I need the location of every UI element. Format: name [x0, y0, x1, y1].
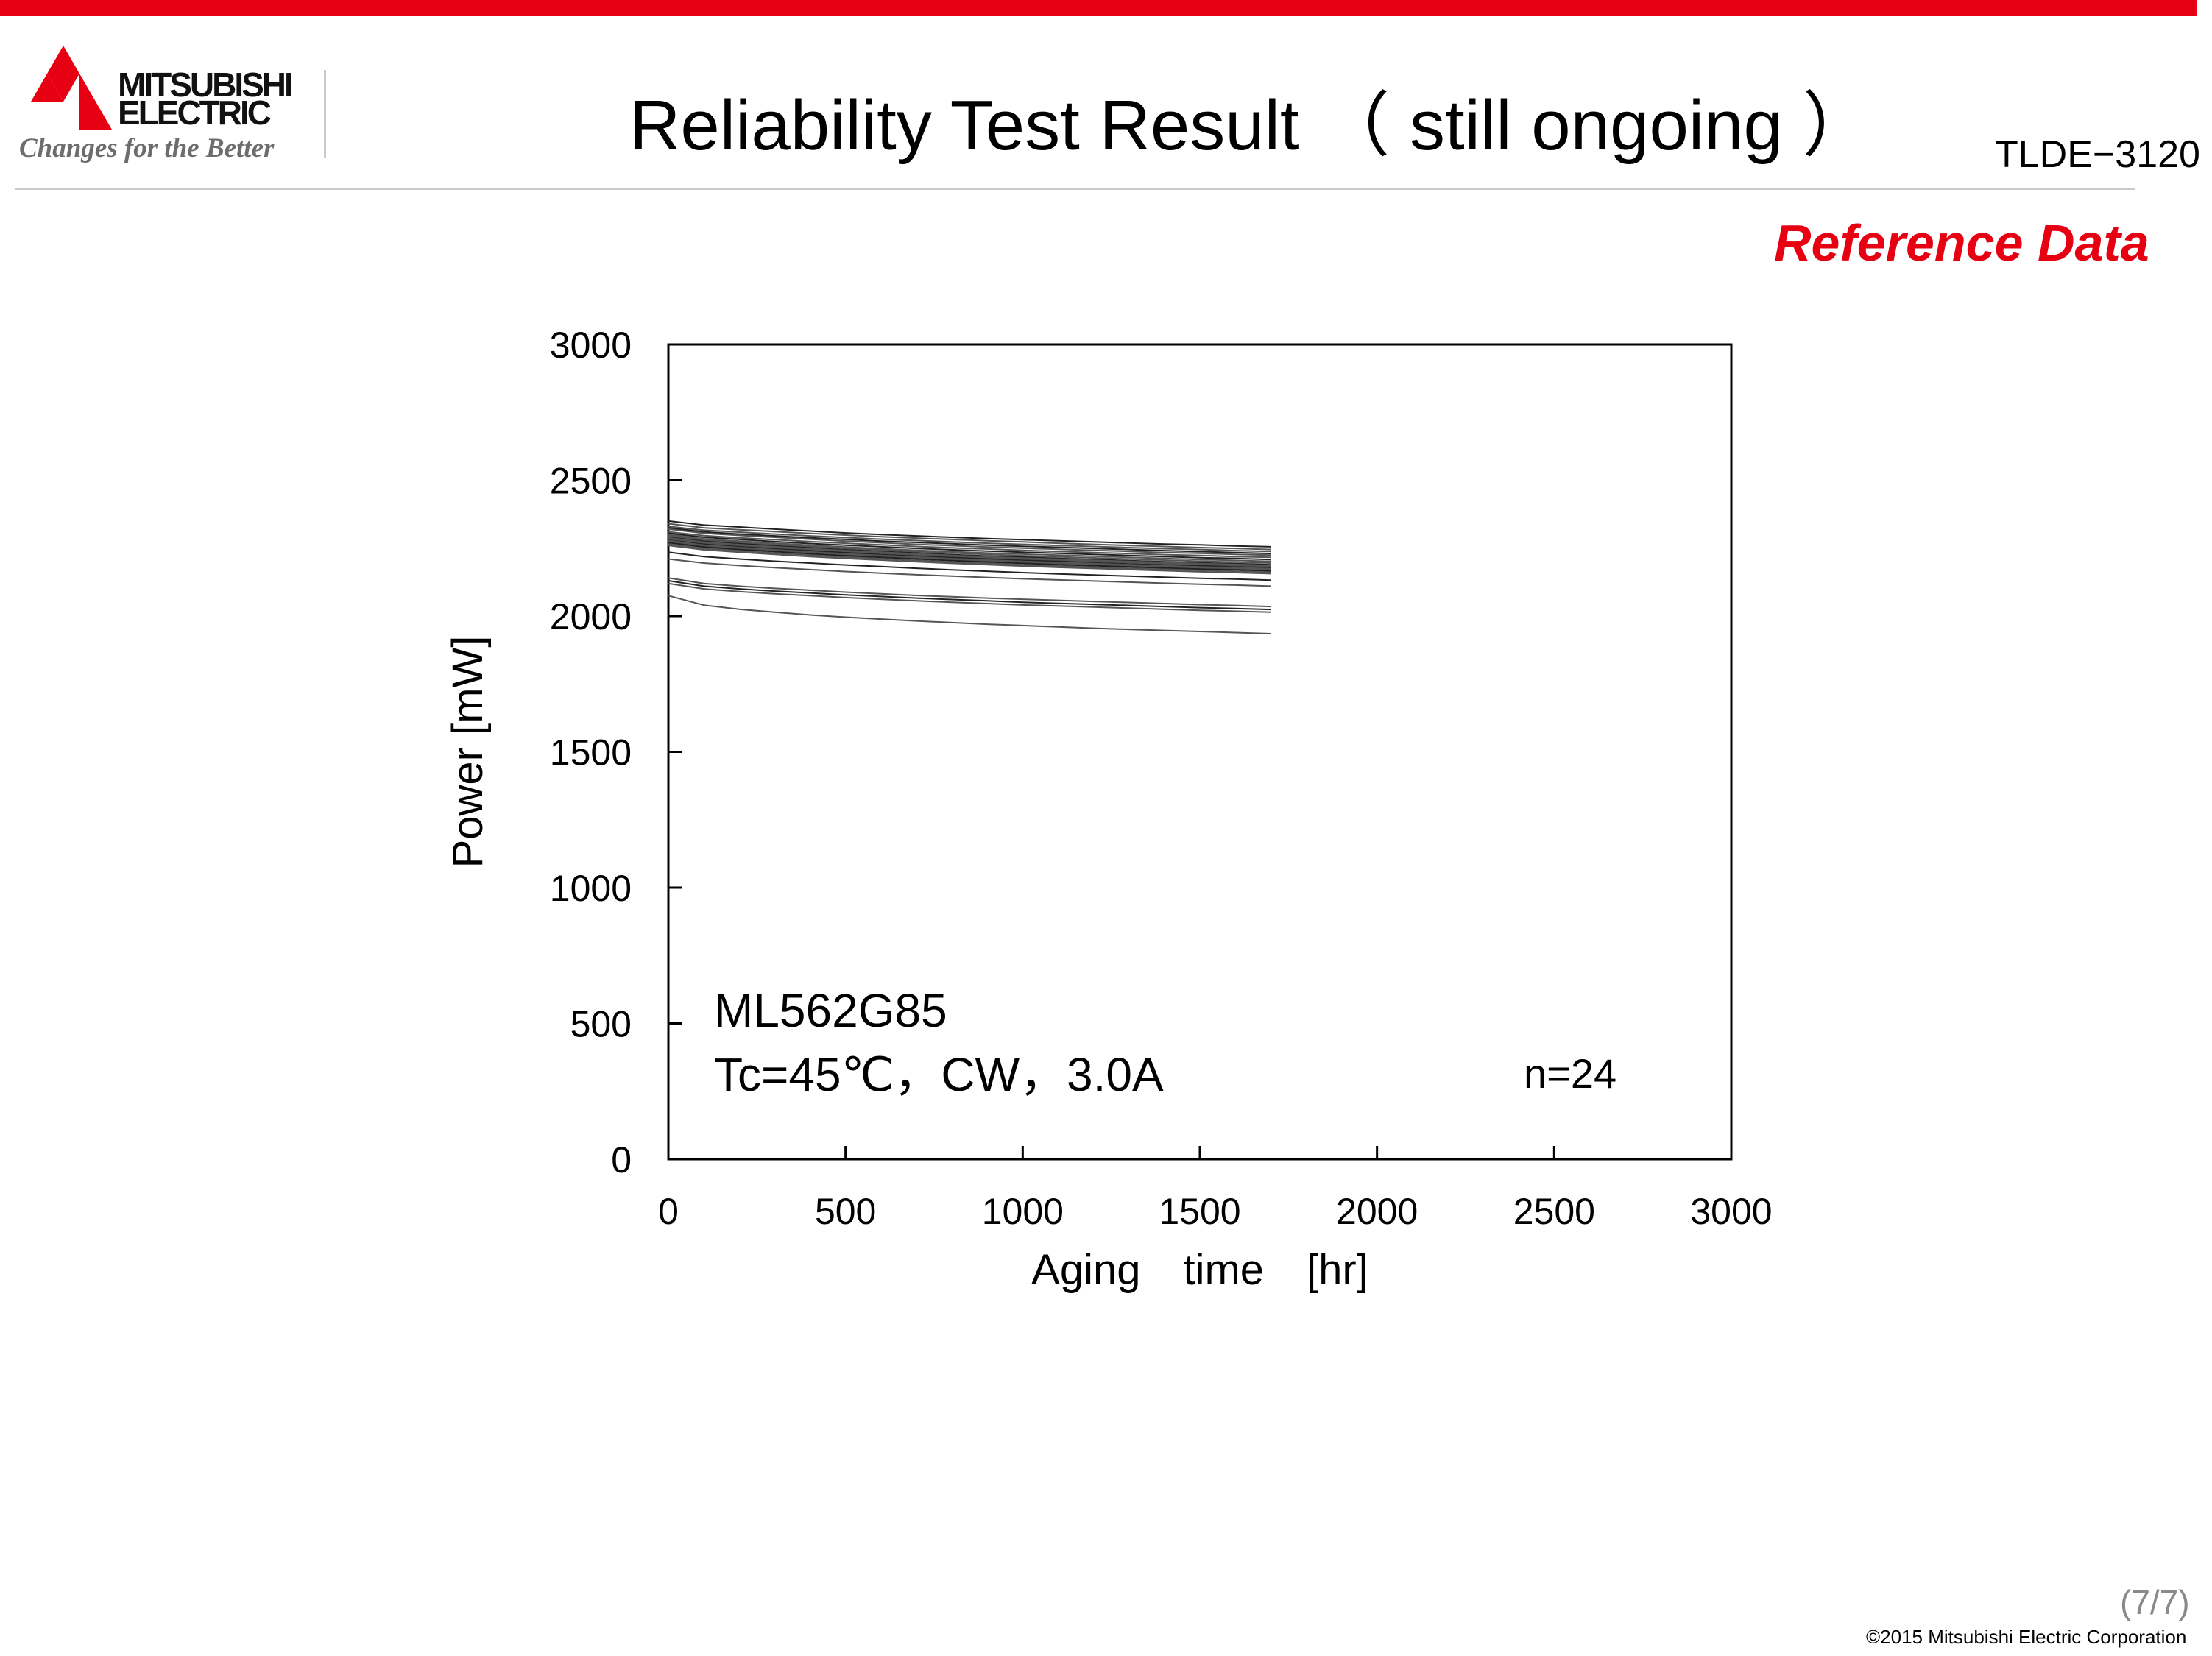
series-line [668, 558, 1271, 587]
x-tick-label: 1000 [982, 1191, 1064, 1232]
page-number: (7/7) [2120, 1583, 2190, 1621]
series-line [668, 523, 1271, 551]
series-line [668, 539, 1271, 569]
reference-data-label: Reference Data [1774, 214, 2149, 272]
mitsubishi-logo-icon [15, 46, 112, 130]
x-tick-label: 1500 [1159, 1191, 1240, 1232]
annotation-sample-size: n=24 [1524, 1050, 1616, 1097]
series-line [668, 532, 1271, 561]
header-divider [15, 188, 2135, 190]
slide-title: Reliability Test Result （ still ongoing … [629, 86, 1873, 165]
series-line [668, 539, 1271, 570]
x-tick-label: 500 [815, 1191, 876, 1232]
annotation-conditions: Tc=45℃，CW，3.0A [714, 1048, 1164, 1101]
series-line [668, 545, 1271, 575]
x-tick-label: 3000 [1690, 1191, 1772, 1232]
series-line [668, 520, 1271, 548]
series-line [668, 582, 1271, 613]
y-tick-label: 2500 [550, 461, 632, 502]
tick-layer: 0 500 1000 1500 2000 2500 3000 0 500 1000 1500 2000… [550, 325, 1773, 1232]
y-tick-label: 1000 [550, 868, 632, 909]
x-tick-label: 2500 [1513, 1191, 1595, 1232]
series-line [668, 542, 1271, 572]
series-line [668, 535, 1271, 564]
x-tick-label: 0 [658, 1191, 679, 1232]
series-line [668, 526, 1271, 553]
series-line [668, 540, 1271, 571]
series-line [668, 537, 1271, 567]
series-line [668, 543, 1271, 573]
series-line [668, 531, 1271, 559]
logo-divider [324, 70, 326, 158]
series-line [668, 527, 1271, 555]
top-accent-bar [0, 0, 2197, 16]
y-tick-label: 2000 [550, 596, 632, 637]
series-line [668, 537, 1271, 566]
y-axis-title: Power [mW] [444, 636, 492, 868]
series-line [668, 551, 1271, 581]
series-line [668, 528, 1271, 556]
series-line [668, 577, 1271, 608]
x-tick-label: 2000 [1336, 1191, 1418, 1232]
brand-name-line1: MITSUBISHI [118, 66, 294, 104]
copyright-notice: ©2015 Mitsubishi Electric Corporation [1866, 1626, 2187, 1648]
y-tick-label: 1500 [550, 732, 632, 774]
brand-name-line2: ELECTRIC [118, 93, 272, 132]
series-line [668, 537, 1271, 567]
y-tick-label: 0 [611, 1139, 632, 1181]
series-line [668, 580, 1271, 611]
series-line [668, 534, 1271, 562]
y-tick-label: 3000 [550, 325, 632, 366]
document-code: TLDE−3120 [1995, 133, 2200, 176]
series-line [668, 595, 1271, 634]
y-tick-label: 500 [570, 1004, 632, 1045]
series-layer [668, 520, 1271, 634]
x-axis-title: Aging time [hr] [1031, 1246, 1368, 1294]
brand-tagline: Changes for the Better [19, 133, 275, 163]
annotation-model: ML562G85 [714, 984, 947, 1037]
